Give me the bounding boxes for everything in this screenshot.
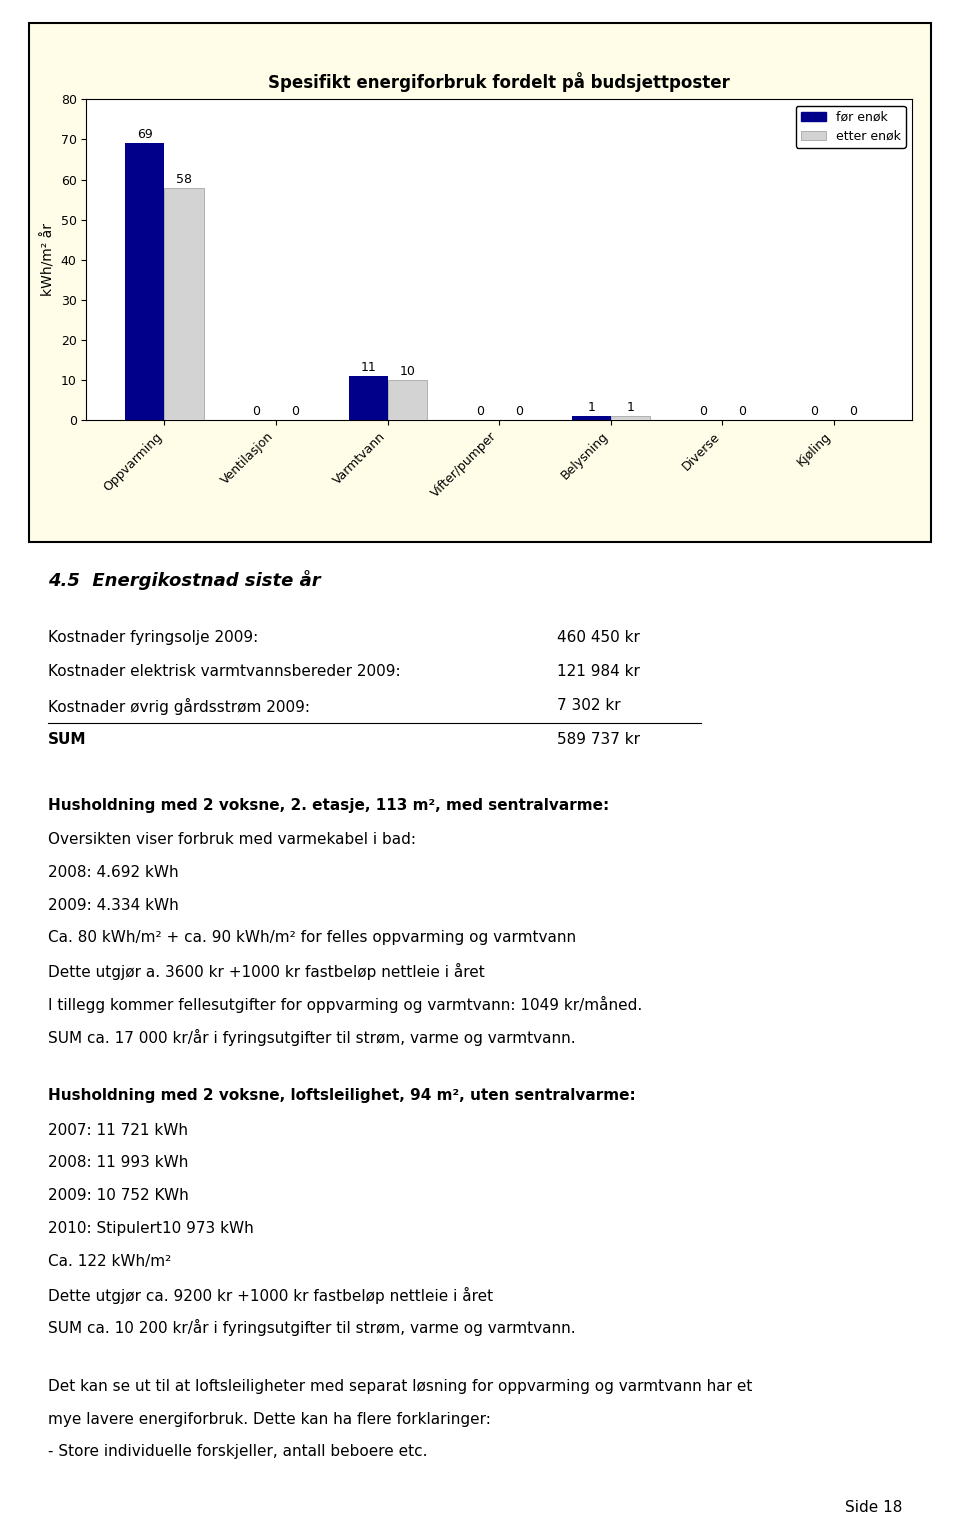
Text: 2009: 4.334 kWh: 2009: 4.334 kWh — [48, 898, 179, 912]
Text: 0: 0 — [292, 405, 300, 419]
Text: 10: 10 — [399, 365, 415, 377]
Text: - Store individuelle forskjeller, antall beboere etc.: - Store individuelle forskjeller, antall… — [48, 1444, 427, 1459]
Text: Dette utgjør ca. 9200 kr +1000 kr fastbeløp nettleie i året: Dette utgjør ca. 9200 kr +1000 kr fastbe… — [48, 1287, 493, 1303]
Text: 0: 0 — [850, 405, 857, 419]
Text: 2008: 4.692 kWh: 2008: 4.692 kWh — [48, 865, 179, 880]
Text: Oversikten viser forbruk med varmekabel i bad:: Oversikten viser forbruk med varmekabel … — [48, 833, 416, 847]
Text: 121 984 kr: 121 984 kr — [557, 663, 639, 678]
Text: 1: 1 — [588, 402, 595, 414]
Bar — [611, 416, 650, 420]
Text: I tillegg kommer fellesutgifter for oppvarming og varmtvann: 1049 kr/måned.: I tillegg kommer fellesutgifter for oppv… — [48, 996, 642, 1013]
Bar — [126, 144, 164, 420]
Text: Kostnader fyringsolje 2009:: Kostnader fyringsolje 2009: — [48, 630, 258, 645]
Text: 2009: 10 752 KWh: 2009: 10 752 KWh — [48, 1189, 189, 1203]
Text: 589 737 kr: 589 737 kr — [557, 732, 639, 747]
Text: Side 18: Side 18 — [845, 1500, 902, 1516]
Bar — [348, 376, 388, 420]
Text: 0: 0 — [810, 405, 818, 419]
Text: Dette utgjør a. 3600 kr +1000 kr fastbeløp nettleie i året: Dette utgjør a. 3600 kr +1000 kr fastbel… — [48, 963, 485, 981]
Title: Spesifikt energiforbruk fordelt på budsjettposter: Spesifikt energiforbruk fordelt på budsj… — [268, 72, 731, 92]
Text: 7 302 kr: 7 302 kr — [557, 698, 620, 714]
Text: 2008: 11 993 kWh: 2008: 11 993 kWh — [48, 1155, 188, 1170]
Bar — [388, 380, 426, 420]
Text: 2007: 11 721 kWh: 2007: 11 721 kWh — [48, 1123, 188, 1138]
Text: Husholdning med 2 voksne, 2. etasje, 113 m², med sentralvarme:: Husholdning med 2 voksne, 2. etasje, 113… — [48, 798, 610, 813]
Text: Ca. 122 kWh/m²: Ca. 122 kWh/m² — [48, 1254, 171, 1268]
Text: SUM: SUM — [48, 732, 86, 747]
Text: Ca. 80 kWh/m² + ca. 90 kWh/m² for felles oppvarming og varmtvann: Ca. 80 kWh/m² + ca. 90 kWh/m² for felles… — [48, 931, 576, 946]
Text: Husholdning med 2 voksne, loftsleilighet, 94 m², uten sentralvarme:: Husholdning med 2 voksne, loftsleilighet… — [48, 1088, 636, 1103]
Text: 0: 0 — [738, 405, 746, 419]
Text: 0: 0 — [475, 405, 484, 419]
Text: 460 450 kr: 460 450 kr — [557, 630, 639, 645]
Text: 69: 69 — [137, 128, 153, 142]
Legend: før enøk, etter enøk: før enøk, etter enøk — [796, 105, 905, 148]
Text: Kostnader øvrig gårdsstrøm 2009:: Kostnader øvrig gårdsstrøm 2009: — [48, 698, 310, 715]
Bar — [572, 416, 611, 420]
Text: Kostnader elektrisk varmtvannsbereder 2009:: Kostnader elektrisk varmtvannsbereder 20… — [48, 663, 400, 678]
Text: 0: 0 — [515, 405, 523, 419]
Bar — [164, 188, 204, 420]
Y-axis label: kWh/m² år: kWh/m² år — [40, 223, 55, 296]
Text: 4.5  Energikostnad siste år: 4.5 Energikostnad siste år — [48, 570, 321, 590]
Text: SUM ca. 17 000 kr/år i fyringsutgifter til strøm, varme og varmtvann.: SUM ca. 17 000 kr/år i fyringsutgifter t… — [48, 1028, 576, 1045]
Text: SUM ca. 10 200 kr/år i fyringsutgifter til strøm, varme og varmtvann.: SUM ca. 10 200 kr/år i fyringsutgifter t… — [48, 1319, 576, 1337]
Text: 58: 58 — [176, 173, 192, 185]
Text: 1: 1 — [626, 402, 635, 414]
Text: 0: 0 — [699, 405, 707, 419]
Text: 2010: Stipulert10 973 kWh: 2010: Stipulert10 973 kWh — [48, 1221, 253, 1236]
Text: 11: 11 — [360, 361, 376, 374]
Text: Det kan se ut til at loftsleiligheter med separat løsning for oppvarming og varm: Det kan se ut til at loftsleiligheter me… — [48, 1378, 753, 1394]
Text: mye lavere energiforbruk. Dette kan ha flere forklaringer:: mye lavere energiforbruk. Dette kan ha f… — [48, 1412, 491, 1427]
Text: 0: 0 — [252, 405, 260, 419]
